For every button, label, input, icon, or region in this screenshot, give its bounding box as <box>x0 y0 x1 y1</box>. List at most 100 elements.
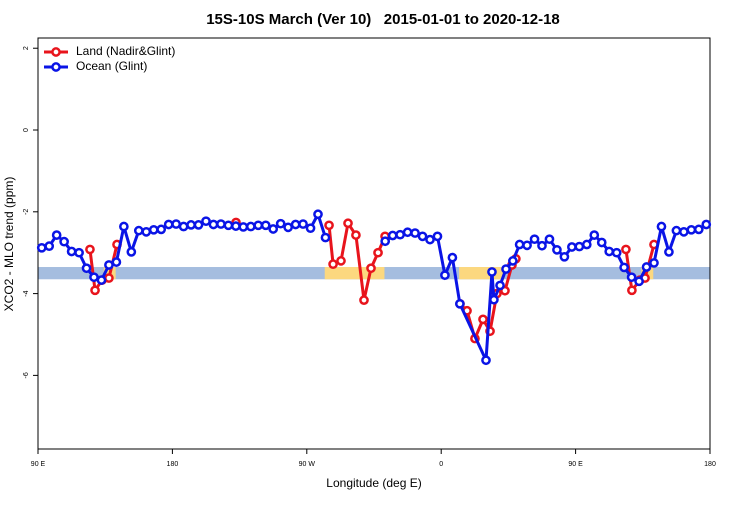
data-point <box>552 244 562 255</box>
x-tick-label: 90 E <box>568 461 583 468</box>
data-point <box>320 232 331 243</box>
data-point <box>656 221 667 232</box>
data-point <box>313 209 323 220</box>
data-point <box>604 246 615 257</box>
data-point <box>178 221 189 232</box>
data-point <box>447 252 458 263</box>
data-point <box>133 225 144 236</box>
data-point <box>693 224 704 235</box>
data-point <box>126 247 137 257</box>
y-tick-label: 2 <box>23 46 30 50</box>
data-point <box>611 247 622 258</box>
data-point <box>380 236 391 247</box>
data-point <box>171 219 181 229</box>
data-point <box>410 228 420 238</box>
data-point <box>537 240 547 251</box>
data-point <box>193 220 204 230</box>
x-tick-label: 90 E <box>31 461 46 468</box>
data-point <box>634 276 644 287</box>
data-point <box>495 280 505 291</box>
data-point <box>223 220 234 231</box>
y-axis-label: XCO2 - MLO trend (ppm) <box>2 177 16 312</box>
data-point <box>298 219 308 229</box>
data-point <box>619 262 629 273</box>
data-point <box>201 216 211 227</box>
data-point <box>283 222 293 233</box>
x-tick-label: 180 <box>704 461 716 468</box>
y-tick-label: -2 <box>23 209 30 215</box>
x-tick-label: 0 <box>439 461 443 468</box>
data-point <box>148 224 159 235</box>
data-point <box>89 272 99 283</box>
data-point <box>231 221 241 231</box>
data-point <box>305 223 316 234</box>
data-point <box>111 257 122 267</box>
data-point <box>163 219 174 230</box>
data-point <box>589 230 600 240</box>
data-point <box>96 275 107 285</box>
data-point <box>679 226 689 237</box>
data-point <box>141 226 152 237</box>
data-point <box>208 219 219 230</box>
data-point <box>104 273 114 283</box>
data-point <box>489 294 499 305</box>
data-point <box>402 227 413 238</box>
data-point <box>567 242 577 252</box>
data-point <box>119 221 129 232</box>
data-point <box>501 264 511 274</box>
data-point <box>508 256 518 266</box>
series-line <box>41 210 708 361</box>
series-line <box>88 219 656 344</box>
data-point <box>268 224 279 234</box>
data-point <box>253 220 264 231</box>
data-point <box>343 218 353 229</box>
legend-label: Land (Nadir&Glint) <box>76 44 175 58</box>
data-point <box>324 220 334 231</box>
data-point <box>641 262 652 272</box>
data-point <box>85 244 95 255</box>
data-point <box>290 219 301 230</box>
data-point <box>514 239 525 250</box>
data-point <box>328 259 338 270</box>
data-point <box>51 230 62 240</box>
data-point <box>440 270 450 281</box>
data-point <box>216 219 226 229</box>
x-tick-label: 180 <box>167 461 179 468</box>
data-point <box>387 230 398 241</box>
data-point <box>104 260 114 270</box>
data-point <box>359 295 369 305</box>
data-point <box>44 241 55 252</box>
data-point <box>275 218 286 229</box>
data-point <box>664 247 674 257</box>
data-point <box>478 314 488 325</box>
data-point <box>626 272 637 283</box>
data-point <box>487 267 497 277</box>
data-point <box>686 224 697 235</box>
plot-frame <box>37 37 711 450</box>
data-point <box>336 256 346 266</box>
data-point <box>36 242 47 253</box>
x-tick-label: 90 W <box>299 461 316 468</box>
y-tick-label: -6 <box>23 372 30 378</box>
data-point <box>432 231 443 242</box>
data-point <box>417 231 428 242</box>
data-point <box>238 222 249 232</box>
data-point <box>425 234 435 245</box>
chart-title: 15S-10S March (Ver 10) 2015-01-01 to 202… <box>206 11 560 28</box>
data-point <box>395 229 405 240</box>
data-point <box>574 241 585 252</box>
data-point <box>621 244 631 255</box>
legend-marker <box>51 62 61 72</box>
data-point <box>596 237 607 248</box>
data-point <box>373 247 383 258</box>
data-point <box>59 236 69 247</box>
data-point <box>66 246 77 257</box>
data-point <box>701 219 712 230</box>
data-point <box>260 220 271 231</box>
data-point <box>627 285 637 296</box>
data-point <box>581 239 592 250</box>
data-point <box>186 220 196 230</box>
x-axis-label: Longitude (deg E) <box>326 476 421 490</box>
